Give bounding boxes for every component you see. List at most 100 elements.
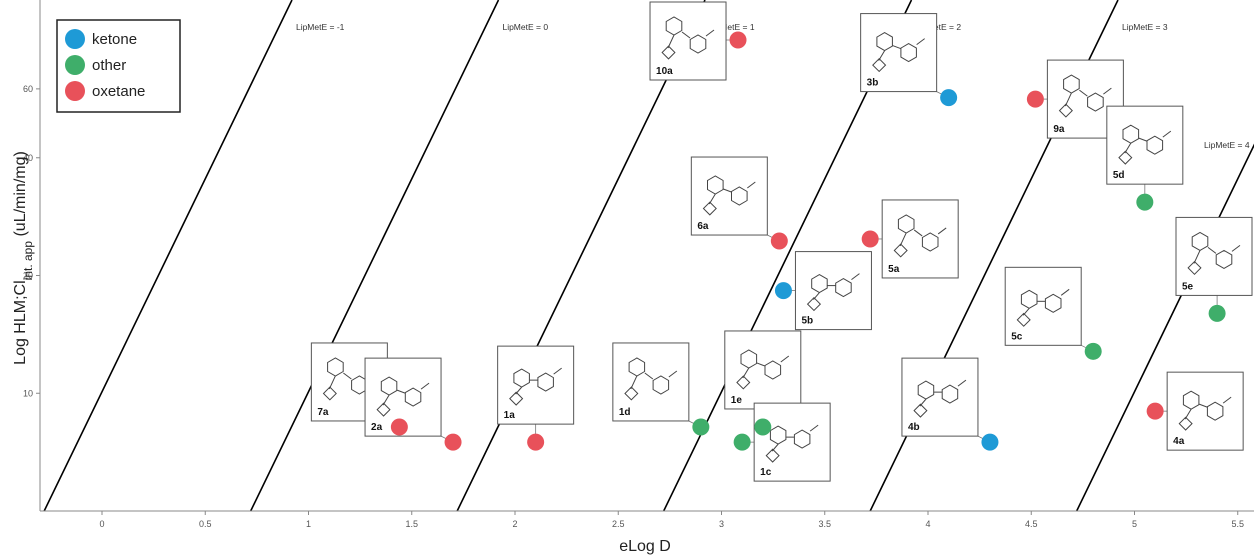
data-point-5c — [1084, 342, 1102, 360]
lipmete-label-2: LipMetE = 1 — [709, 22, 755, 32]
structure-box-5a — [881, 199, 959, 279]
compound-label-5b: 5b — [801, 316, 813, 327]
x-tick-label-5: 2.5 — [612, 519, 625, 529]
compound-label-5a: 5a — [888, 264, 900, 275]
structure-inset-6a: 6a — [690, 156, 780, 242]
structure-box-9a — [1046, 59, 1124, 139]
compound-label-3b: 3b — [867, 78, 879, 89]
x-tick-label-1: 0.5 — [199, 519, 212, 529]
legend-marker-other — [65, 55, 85, 75]
compound-label-10a: 10a — [656, 66, 673, 77]
x-tick-label-6: 3 — [719, 519, 724, 529]
compound-label-4b: 4b — [908, 422, 920, 433]
data-point-4b — [981, 433, 999, 451]
structure-box-5b — [794, 251, 872, 331]
structure-inset-2a: 2a — [364, 357, 454, 443]
y-tick-label-1: 20 — [23, 271, 33, 281]
structure-box-5d — [1106, 105, 1184, 185]
structure-box-1a — [497, 345, 575, 425]
x-axis-title: eLog D — [619, 538, 671, 555]
axes — [39, 0, 1254, 512]
x-axis-ticks: 0 0.5 1 1.5 2 2.5 3 3.5 4 4.5 5 5.5 — [99, 511, 1244, 529]
structure-box-1c — [753, 402, 831, 482]
lipmete-label-5: LipMetE = 4 — [1204, 140, 1250, 150]
y-tick-label-2: 40 — [23, 153, 33, 163]
legend-label-other: other — [92, 57, 126, 74]
lipmete-label-0: LipMetE = -1 — [296, 22, 345, 32]
x-tick-label-3: 1.5 — [405, 519, 418, 529]
lipmete-label-3: LipMetE = 2 — [915, 22, 961, 32]
compound-label-1d: 1d — [619, 407, 631, 418]
data-point-5a — [861, 230, 879, 248]
x-tick-label-10: 5 — [1132, 519, 1137, 529]
lipmete-label-4: LipMetE = 3 — [1122, 22, 1168, 32]
x-tick-label-0: 0 — [99, 519, 104, 529]
data-point-10a — [729, 31, 747, 49]
structure-inset-10a: 10a — [649, 1, 739, 81]
structure-inset-9a: 9a — [1035, 59, 1124, 139]
structure-box-10a — [649, 1, 727, 81]
compound-label-9a: 9a — [1053, 124, 1065, 135]
structure-box-1e — [724, 330, 802, 410]
x-tick-label-9: 4.5 — [1025, 519, 1038, 529]
data-point-7a — [390, 418, 408, 436]
structure-box-5c — [1004, 266, 1082, 346]
data-point-6a — [770, 232, 788, 250]
compound-label-1c: 1c — [760, 467, 772, 478]
lipmete-line-0 — [43, 0, 293, 511]
structure-inset-4b: 4b — [901, 357, 991, 443]
compound-label-1e: 1e — [731, 395, 743, 406]
data-point-1a — [527, 433, 545, 451]
lipmete-label-1: LipMetE = 0 — [502, 22, 548, 32]
compound-label-2a: 2a — [371, 422, 383, 433]
y-axis-title: Log HLM;Clint. app (uL/min/mg) — [12, 151, 35, 365]
data-point-1c — [733, 433, 751, 451]
structure-inset-1e: 1e — [724, 330, 802, 427]
data-point-1d — [692, 418, 710, 436]
compound-label-6a: 6a — [697, 221, 709, 232]
structure-inset-5c: 5c — [1004, 266, 1094, 352]
compound-label-5e: 5e — [1182, 281, 1194, 292]
legend-marker-ketone — [65, 29, 85, 49]
compound-label-4a: 4a — [1173, 436, 1185, 447]
legend-label-ketone: ketone — [92, 31, 137, 48]
x-tick-label-11: 5.5 — [1231, 519, 1244, 529]
y-tick-label-3: 60 — [23, 84, 33, 94]
structure-inset-5a: 5a — [870, 199, 959, 279]
x-tick-label-7: 3.5 — [818, 519, 831, 529]
data-point-9a — [1026, 90, 1044, 108]
data-point-5b — [774, 282, 792, 300]
structure-inset-1c: 1c — [742, 402, 831, 482]
x-tick-label-2: 1 — [306, 519, 311, 529]
structure-box-4a — [1166, 371, 1244, 451]
data-points — [390, 31, 1226, 451]
structure-inset-1a: 1a — [497, 345, 575, 443]
compound-label-1a: 1a — [504, 410, 516, 421]
lipmete-labels: LipMetE = -1 LipMetE = 0 LipMetE = 1 LipMet… — [296, 22, 1250, 150]
compound-label-5d: 5d — [1113, 170, 1125, 181]
y-axis-ticks: 10 20 40 60 — [23, 84, 40, 398]
y-axis-title-sub: int. app — [21, 241, 35, 281]
structure-box-4b — [901, 357, 979, 437]
compound-label-5c: 5c — [1011, 331, 1023, 342]
y-axis-title-unit: (uL/min/mg) — [12, 151, 29, 241]
structure-box-1d — [612, 342, 690, 422]
legend-label-oxetane: oxetane — [92, 83, 145, 100]
structure-inset-4a: 4a — [1155, 371, 1244, 451]
data-point-1e — [754, 418, 772, 436]
legend: ketone other oxetane — [56, 19, 181, 113]
structure-box-5e — [1175, 216, 1253, 296]
x-tick-label-4: 2 — [512, 519, 517, 529]
data-point-5e — [1208, 304, 1226, 322]
data-point-2a — [444, 433, 462, 451]
legend-marker-oxetane — [65, 81, 85, 101]
data-point-3b — [940, 89, 958, 107]
structure-inset-3b: 3b — [860, 13, 949, 98]
lipmete-line-2 — [456, 0, 706, 511]
lipmete-line-1 — [249, 0, 500, 511]
structure-insets: 7a 2a 1a 1d 1e 1c 10a 6a 5b 5a 3b 4b 9a 5d 5c 5e 4a — [310, 1, 1253, 482]
structure-box-3b — [860, 13, 938, 93]
structure-inset-5b: 5b — [783, 251, 872, 331]
structure-inset-5d: 5d — [1106, 105, 1184, 203]
